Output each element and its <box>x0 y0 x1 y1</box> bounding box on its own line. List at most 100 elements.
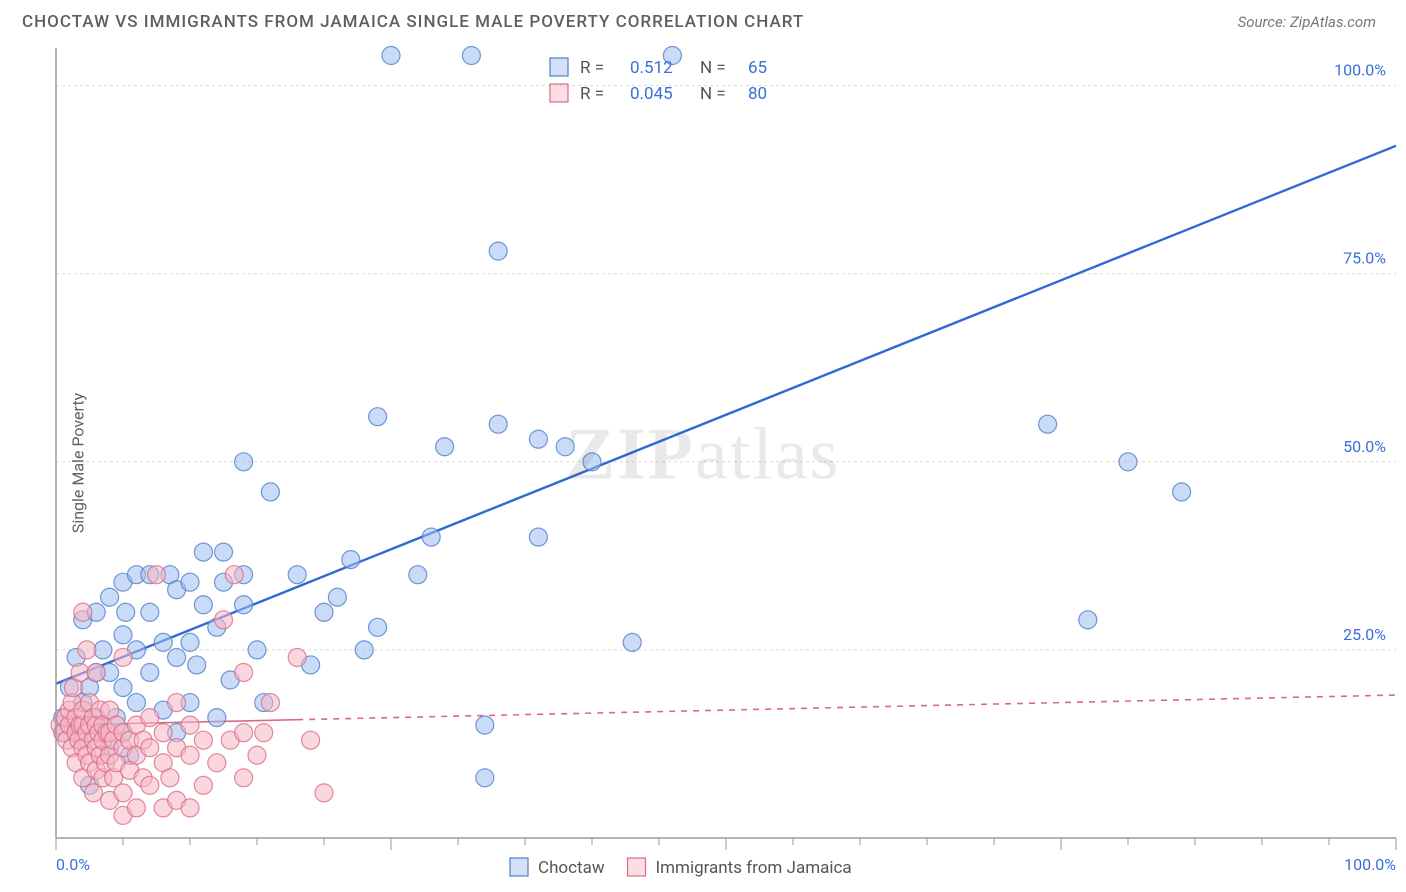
legend-label: Choctaw <box>538 858 605 878</box>
data-point <box>288 648 306 666</box>
data-point <box>161 769 179 787</box>
svg-text:65: 65 <box>748 58 767 78</box>
data-point <box>235 596 253 614</box>
data-point <box>127 694 145 712</box>
data-point <box>315 603 333 621</box>
data-point <box>78 641 96 659</box>
data-point <box>235 663 253 681</box>
data-point <box>87 663 105 681</box>
data-point <box>409 566 427 584</box>
y-axis-label: Single Male Poverty <box>69 393 88 533</box>
data-point <box>194 543 212 561</box>
svg-text:75.0%: 75.0% <box>1343 249 1386 268</box>
data-point <box>328 588 346 606</box>
data-point <box>94 641 112 659</box>
svg-text:N =: N = <box>700 58 726 78</box>
data-point <box>261 694 279 712</box>
legend-swatch <box>550 84 568 102</box>
data-point <box>141 739 159 757</box>
svg-text:80: 80 <box>748 84 767 104</box>
legend-label: Immigrants from Jamaica <box>656 858 852 878</box>
data-point <box>181 799 199 817</box>
svg-text:0.045: 0.045 <box>630 84 673 104</box>
svg-text:0.0%: 0.0% <box>56 855 90 874</box>
svg-text:100.0%: 100.0% <box>1334 61 1386 80</box>
data-point <box>1039 415 1057 433</box>
data-point <box>71 663 89 681</box>
svg-text:R =: R = <box>580 58 604 78</box>
data-point <box>141 663 159 681</box>
svg-text:100.0%: 100.0% <box>1344 855 1396 874</box>
data-point <box>248 641 266 659</box>
chart-title: CHOCTAW VS IMMIGRANTS FROM JAMAICA SINGL… <box>22 12 804 32</box>
data-point <box>215 611 233 629</box>
data-point <box>1119 453 1137 471</box>
data-point <box>489 415 507 433</box>
data-point <box>355 641 373 659</box>
data-point <box>114 679 132 697</box>
data-point <box>235 724 253 742</box>
data-point <box>369 408 387 426</box>
data-point <box>114 784 132 802</box>
data-point <box>436 438 454 456</box>
data-point <box>148 566 166 584</box>
data-point <box>141 776 159 794</box>
data-point <box>168 694 186 712</box>
data-point <box>181 716 199 734</box>
data-point <box>114 626 132 644</box>
chart-area: Single Male Poverty ZIPatlas 25.0%50.0%7… <box>0 38 1406 888</box>
data-point <box>556 438 574 456</box>
data-point <box>181 746 199 764</box>
data-point <box>529 528 547 546</box>
data-point <box>583 453 601 471</box>
data-point <box>194 776 212 794</box>
data-point <box>181 573 199 591</box>
data-point <box>194 731 212 749</box>
data-point <box>422 528 440 546</box>
legend-swatch <box>628 858 646 876</box>
source-credit: Source: ZipAtlas.com <box>1238 13 1376 31</box>
data-point <box>476 769 494 787</box>
data-point <box>235 453 253 471</box>
data-point <box>168 648 186 666</box>
data-point <box>188 656 206 674</box>
data-point <box>154 633 172 651</box>
data-point <box>194 596 212 614</box>
data-point <box>117 603 135 621</box>
data-point <box>208 709 226 727</box>
legend-swatch <box>510 858 528 876</box>
data-point <box>288 566 306 584</box>
data-point <box>248 746 266 764</box>
scatter-chart: 25.0% 50.0% 75.0% 100.0% 0.0% 100.0% R = 0.512 N… <box>0 38 1406 888</box>
data-point <box>529 430 547 448</box>
data-point <box>154 724 172 742</box>
svg-text:0.512: 0.512 <box>630 58 673 78</box>
svg-text:N =: N = <box>700 84 726 104</box>
data-point <box>369 618 387 636</box>
data-point <box>261 483 279 501</box>
data-point <box>623 633 641 651</box>
data-point <box>235 769 253 787</box>
data-point <box>255 724 273 742</box>
data-point <box>215 543 233 561</box>
data-point <box>74 603 92 621</box>
data-point <box>489 242 507 260</box>
data-point <box>141 603 159 621</box>
svg-text:50.0%: 50.0% <box>1343 437 1386 456</box>
data-point <box>315 784 333 802</box>
data-point <box>302 731 320 749</box>
data-point <box>1079 611 1097 629</box>
data-point <box>462 47 480 65</box>
data-point <box>225 566 243 584</box>
data-point <box>208 754 226 772</box>
data-point <box>476 716 494 734</box>
data-point <box>382 47 400 65</box>
data-point <box>141 709 159 727</box>
data-point <box>127 799 145 817</box>
legend-swatch <box>550 58 568 76</box>
data-point <box>101 588 119 606</box>
data-point <box>342 551 360 569</box>
data-point <box>114 648 132 666</box>
data-point <box>1173 483 1191 501</box>
svg-text:25.0%: 25.0% <box>1343 625 1386 644</box>
